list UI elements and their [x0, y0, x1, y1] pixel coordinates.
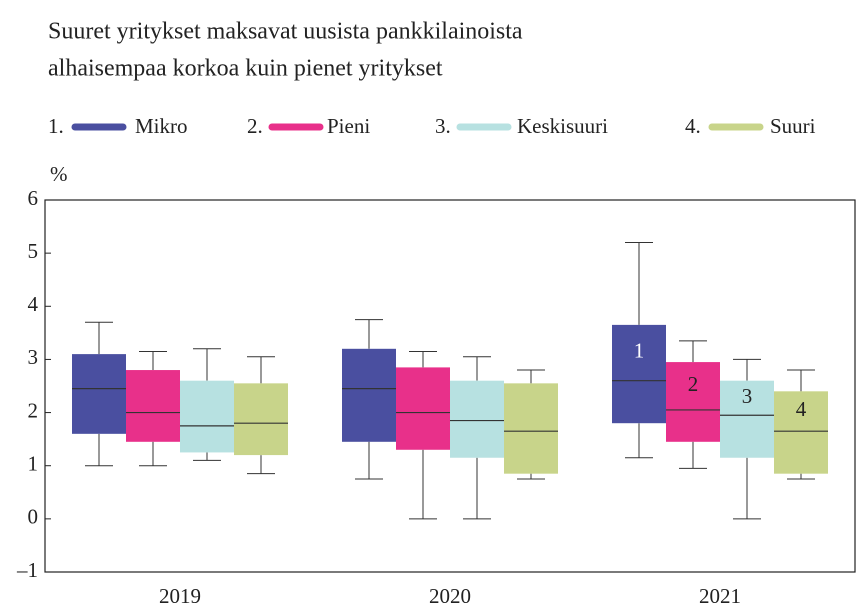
chart-title: Suuret yritykset maksavat uusista pankki… — [48, 19, 523, 45]
y-axis-label: % — [50, 162, 68, 186]
legend-label: Pieni — [327, 114, 370, 138]
y-tick-label: 3 — [28, 345, 39, 369]
box-annotation: 1 — [634, 339, 645, 363]
y-tick-label: 1 — [28, 452, 39, 476]
chart-title: alhaisempaa korkoa kuin pienet yritykset — [48, 56, 443, 82]
box — [774, 391, 828, 474]
y-tick-label: 2 — [28, 398, 39, 422]
x-tick-label: 2020 — [429, 584, 471, 608]
legend-number: 2. — [247, 114, 263, 138]
box — [450, 380, 504, 458]
box — [126, 370, 180, 442]
box — [342, 348, 396, 442]
box-annotation: 2 — [688, 372, 699, 396]
y-tick-label: 6 — [28, 186, 39, 210]
box — [396, 367, 450, 450]
legend-label: Keskisuuri — [517, 114, 608, 138]
box — [504, 383, 558, 474]
box — [72, 354, 126, 434]
y-tick-label: 4 — [28, 292, 39, 316]
box-annotation: 3 — [742, 384, 753, 408]
box — [180, 380, 234, 453]
plot-frame — [44, 199, 856, 573]
box — [720, 380, 774, 458]
box — [612, 324, 666, 424]
x-tick-label: 2021 — [699, 584, 741, 608]
legend-number: 3. — [435, 114, 451, 138]
legend-label: Mikro — [135, 114, 188, 138]
x-tick-label: 2019 — [159, 584, 201, 608]
y-tick-label: 5 — [28, 239, 39, 263]
box-annotation: 4 — [796, 397, 807, 421]
legend-label: Suuri — [770, 114, 816, 138]
legend-number: 4. — [685, 114, 701, 138]
legend-number: 1. — [48, 114, 64, 138]
y-tick-label: 0 — [28, 505, 39, 529]
box — [234, 383, 288, 456]
box — [666, 362, 720, 442]
y-tick-label: –1 — [16, 558, 38, 582]
